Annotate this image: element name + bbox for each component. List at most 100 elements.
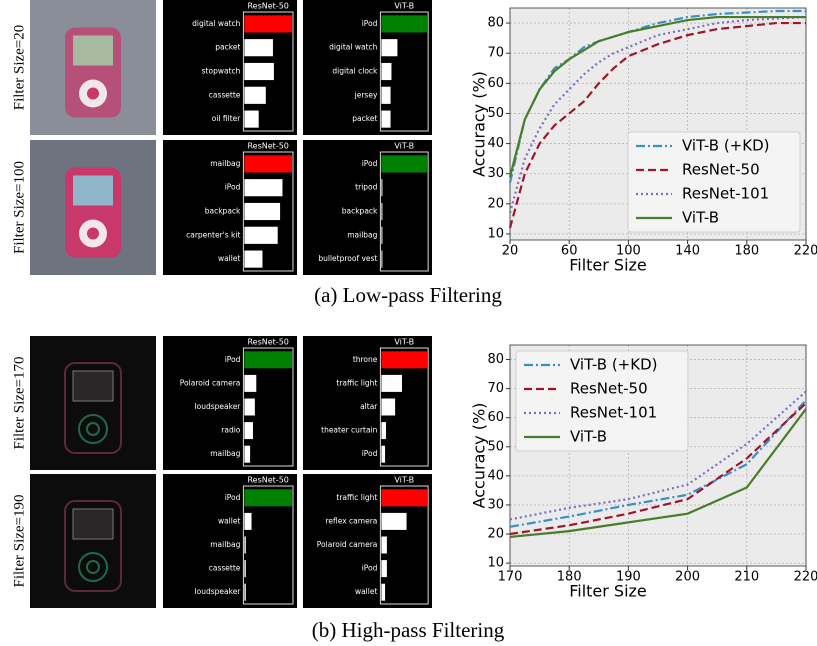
class-label: wallet [218,516,241,525]
series-line [508,15,807,214]
class-label: iPod [362,159,378,168]
y-tick-label: 20 [487,527,504,542]
probability-bar [381,202,383,221]
probability-bar [244,512,252,530]
probability-bar [244,226,278,244]
probability-bar [244,398,255,416]
series-line [509,390,807,521]
x-tick-label: 180 [734,244,759,259]
plot-frame [509,344,807,567]
series-line [509,408,807,539]
class-label: loudspeaker [195,402,242,411]
probability-bar [381,512,407,530]
class-label: mailbag [347,230,377,239]
x-tick-label: 100 [616,244,641,259]
panel-frame [379,347,429,467]
series-line [508,21,806,229]
class-label: backpack [205,207,241,216]
class-label: digital clock [332,67,378,76]
probability-bar [381,62,392,81]
probability-bar [244,351,292,369]
class-label: traffic light [336,493,377,502]
panel-frame [242,11,294,132]
y-tick-label: 10 [487,556,504,571]
row-label: Filter Size=190 [11,494,27,587]
device [64,362,122,454]
y-tick-label: 50 [487,439,504,454]
class-label: iPod [362,564,378,573]
panel-frame [379,485,429,605]
y-tick-label: 30 [487,166,504,181]
y-tick-label: 70 [487,381,504,396]
image-bg [30,336,156,470]
class-label: radio [221,426,241,435]
device [64,500,122,592]
panel-title: ResNet-50 [247,476,288,485]
panel-title: ViT-B [394,2,414,11]
series-line [509,402,807,536]
y-tick-label: 60 [487,410,504,425]
y-axis-label: Accuracy (%) [470,403,489,509]
class-label: mailbag [210,159,240,168]
class-label: wallet [218,254,241,263]
probability-bar [244,39,273,57]
probability-bar [244,536,246,554]
x-tick-label: 190 [616,570,641,585]
series-line [509,399,807,528]
y-tick-label: 40 [487,468,504,483]
input-image [30,336,156,470]
wheel [78,414,108,444]
class-label: tripod [355,183,377,192]
x-tick-label: 20 [502,244,519,259]
x-tick-label: 200 [675,570,700,585]
input-image [30,474,156,608]
x-tick-label: 170 [498,570,523,585]
legend-box [515,350,689,452]
probability-bar [381,110,391,128]
probability-bar [381,536,387,554]
probability-bar [381,155,428,173]
class-label: iPod [225,183,241,192]
x-tick-label: 140 [675,244,700,259]
class-label: carpenter's kit [186,230,240,239]
panel-title: ResNet-50 [247,2,288,11]
panel-title: ViT-B [394,338,414,347]
panel-frame [379,11,429,132]
probability-bar [381,374,402,392]
screen [73,175,113,206]
legend-label: ResNet-50 [570,380,648,398]
probability-bar [381,351,428,369]
panel-title: ResNet-50 [247,338,288,347]
caption: (b) High-pass Filtering [312,618,505,642]
probability-bar [244,86,266,104]
class-label: jersey [354,90,378,99]
y-tick-label: 50 [487,106,504,121]
probability-bar [381,226,383,244]
legend-label: ResNet-50 [682,161,760,179]
x-tick-label: 220 [794,244,817,259]
legend-label: ViT-B [570,428,607,446]
legend-label: ViT-B [682,209,719,227]
probability-bar [244,489,292,507]
class-label: altar [360,402,378,411]
wheel [78,552,108,582]
legend-label: ViT-B (+KD) [570,356,657,374]
plot-frame [509,7,807,241]
class-label: Polaroid camera [317,540,378,549]
probability-bar [381,489,428,507]
legend-label: ResNet-101 [570,404,657,422]
probability-bar [381,250,383,268]
y-tick-label: 40 [487,136,504,151]
probability-bar [381,39,398,57]
y-tick-label: 60 [487,76,504,91]
panel-title: ResNet-50 [247,142,288,151]
image-bg [30,474,156,608]
panel-frame [242,347,294,467]
class-label: loudspeaker [195,587,242,596]
screen [73,35,113,66]
class-label: traffic light [336,378,377,387]
probability-bar [244,560,246,578]
screen [72,508,114,540]
y-tick-label: 80 [487,352,504,367]
input-image [30,140,156,275]
